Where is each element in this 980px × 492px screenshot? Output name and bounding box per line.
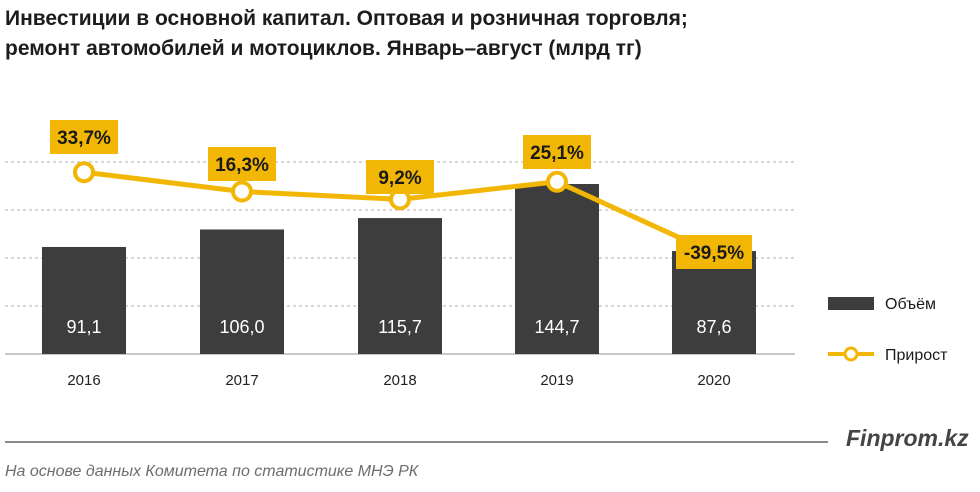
bar-2018 xyxy=(358,218,442,354)
bar-label-2018: 115,7 xyxy=(378,317,422,337)
chart-title: Инвестиции в основной капитал. Оптовая и… xyxy=(5,4,835,64)
growth-label-2018: 9,2% xyxy=(378,168,421,189)
footer-divider xyxy=(5,441,828,443)
growth-label-box-2020 xyxy=(676,235,752,269)
growth-label-2017: 16,3% xyxy=(215,155,269,176)
legend-label-growth: Прирост xyxy=(885,347,948,364)
title-line-2: ремонт автомобилей и мотоциклов. Январь–… xyxy=(5,37,642,60)
growth-label-2019: 25,1% xyxy=(530,143,584,164)
bar-2019 xyxy=(515,184,599,354)
bar-2017 xyxy=(200,229,284,354)
bar-label-2020: 87,6 xyxy=(696,317,731,337)
bar-label-2019: 144,7 xyxy=(534,317,579,337)
growth-label-box-2018 xyxy=(366,160,434,194)
bar-label-2017: 106,0 xyxy=(219,317,264,337)
growth-label-2020: -39,5% xyxy=(684,243,744,264)
growth-point-2016 xyxy=(73,161,95,184)
growth-point-2019 xyxy=(546,170,568,193)
growth-label-box-2019 xyxy=(523,135,591,169)
x-tick-2018: 2018 xyxy=(383,372,416,389)
legend-label-volume: Объём xyxy=(885,296,936,313)
brand-logo-text: Finprom.kz xyxy=(846,425,969,451)
growth-label-box-2016 xyxy=(50,120,118,154)
bar-label-2016: 91,1 xyxy=(66,317,101,337)
legend-swatch-volume xyxy=(828,297,874,310)
bar-2016 xyxy=(42,246,126,354)
title-line-1: Инвестиции в основной капитал. Оптовая и… xyxy=(5,7,688,30)
x-tick-2020: 2020 xyxy=(697,372,730,389)
legend-swatch-growth-point xyxy=(843,346,859,362)
x-tick-2016: 2016 xyxy=(67,372,100,389)
growth-point-2017 xyxy=(231,180,253,203)
source-note: На основе данных Комитета по статистике … xyxy=(5,463,419,480)
growth-label-2016: 33,7% xyxy=(57,128,111,149)
x-tick-2019: 2019 xyxy=(540,372,573,389)
growth-label-box-2017 xyxy=(208,147,276,181)
x-tick-2017: 2017 xyxy=(225,372,258,389)
